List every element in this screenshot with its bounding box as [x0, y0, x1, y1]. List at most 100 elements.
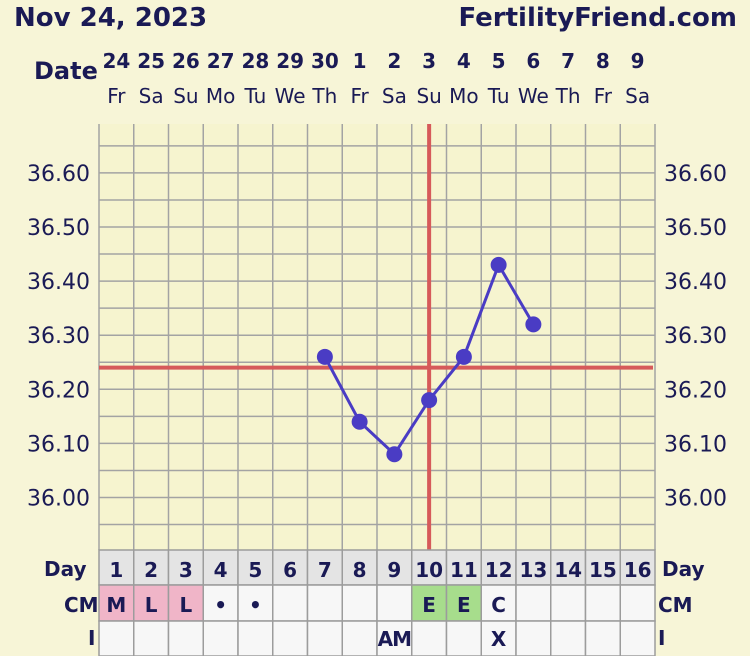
cycle-day-number: 6 [283, 558, 297, 582]
cm-cell [341, 584, 378, 622]
weekday-label: We [275, 84, 306, 108]
date-number: 6 [526, 49, 540, 73]
y-axis-left: 36.00 36.10 36.20 36.30 36.40 36.50 36.60 [27, 162, 90, 512]
date-number: 1 [353, 49, 367, 73]
y-tick-label-right: 36.10 [664, 432, 727, 457]
site-name: FertilityFriend.com [458, 3, 737, 33]
cm-value: C [491, 593, 506, 617]
cycle-day-number: 11 [450, 558, 478, 582]
i-cell [376, 620, 413, 656]
y-tick-label-right: 36.60 [664, 162, 727, 187]
intercourse-value: X [491, 627, 507, 651]
cm-value: M [106, 593, 126, 617]
y-tick-label-right: 36.40 [664, 270, 727, 295]
cm-cell [376, 584, 413, 622]
cm-cell [584, 584, 621, 622]
cm-value: L [180, 593, 193, 617]
day-row-label-left: Day [44, 557, 87, 581]
date-number: 3 [422, 49, 436, 73]
y-tick-label-right: 36.20 [664, 378, 727, 403]
weekday-label: Su [173, 84, 198, 108]
day-cell [480, 549, 517, 586]
weekday-label: Fr [107, 84, 126, 108]
date-row-label: Date [34, 57, 98, 85]
chart-date-title: Nov 24, 2023 [14, 3, 207, 33]
day-cell [515, 549, 552, 586]
weekday-label: Mo [449, 84, 479, 108]
i-cell [341, 620, 378, 656]
y-tick-label-left: 36.30 [27, 324, 90, 349]
day-cell [202, 549, 239, 586]
cycle-day-number: 3 [179, 558, 193, 582]
cycle-day-number: 9 [387, 558, 401, 582]
i-cell [237, 620, 274, 656]
cycle-day-number: 4 [214, 558, 228, 582]
cm-cell [202, 584, 239, 622]
cm-row-label-left: CM [64, 593, 99, 617]
cycle-day-number: 14 [554, 558, 582, 582]
date-number: 9 [631, 49, 645, 73]
temperature-point [386, 446, 403, 463]
y-tick-label-right: 36.50 [664, 216, 727, 241]
y-tick-label-left: 36.00 [27, 487, 90, 512]
cycle-day-number: 5 [248, 558, 262, 582]
weekday-label: Sa [382, 84, 407, 108]
day-cell [619, 549, 656, 586]
date-number: 28 [241, 49, 269, 73]
cm-cell [619, 584, 656, 622]
weekday-label: Tu [487, 84, 510, 108]
cycle-day-number: 10 [415, 558, 443, 582]
i-cell [411, 620, 448, 656]
i-cell [306, 620, 343, 656]
cycle-day-number: 15 [589, 558, 617, 582]
i-cell [550, 620, 587, 656]
date-number: 5 [492, 49, 506, 73]
day-cell [376, 549, 413, 586]
i-row-label-left: I [88, 626, 95, 650]
date-number: 4 [457, 49, 471, 73]
i-cell [133, 620, 170, 656]
cm-cell [272, 584, 309, 622]
cycle-rows: 1 2 3 4 5 6 7 8 9 10 11 12 13 14 15 16M L L • • E E CAM X [98, 549, 656, 656]
cycle-day-number: 16 [624, 558, 652, 582]
cycle-day-number: 2 [144, 558, 158, 582]
y-axis-right: 36.00 36.10 36.20 36.30 36.40 36.50 36.60 [664, 162, 727, 512]
weekday-label: We [518, 84, 549, 108]
y-tick-label-left: 36.50 [27, 216, 90, 241]
date-number: 2 [387, 49, 401, 73]
temperature-point [525, 316, 542, 333]
cm-value: L [145, 593, 158, 617]
y-tick-label-left: 36.10 [27, 432, 90, 457]
y-tick-label-left: 36.20 [27, 378, 90, 403]
cycle-day-number: 7 [318, 558, 332, 582]
day-cell [445, 549, 482, 586]
cm-value: • [249, 593, 262, 617]
cm-row-label-right: CM [658, 593, 693, 617]
cm-value: • [214, 593, 227, 617]
cm-value: E [457, 593, 471, 617]
temperature-point [316, 348, 333, 365]
y-tick-label-left: 36.60 [27, 162, 90, 187]
i-cell [445, 620, 482, 656]
cm-cell [411, 584, 448, 622]
intercourse-value: AM [378, 627, 411, 651]
day-cell [167, 549, 204, 586]
date-number: 30 [311, 49, 339, 73]
i-cell [272, 620, 309, 656]
y-tick-label-right: 36.00 [664, 487, 727, 512]
temperature-point [421, 392, 438, 409]
weekday-label: Fr [594, 84, 613, 108]
i-row-label-right: I [658, 626, 665, 650]
i-cell [619, 620, 656, 656]
date-number: 29 [276, 49, 304, 73]
day-cell [272, 549, 309, 586]
weekday-label: Sa [625, 84, 650, 108]
weekday-label: Th [555, 84, 581, 108]
weekday-label: Su [416, 84, 441, 108]
y-tick-label-left: 36.40 [27, 270, 90, 295]
temperature-point [455, 348, 472, 365]
i-cell [515, 620, 552, 656]
weekday-label: Th [311, 84, 337, 108]
